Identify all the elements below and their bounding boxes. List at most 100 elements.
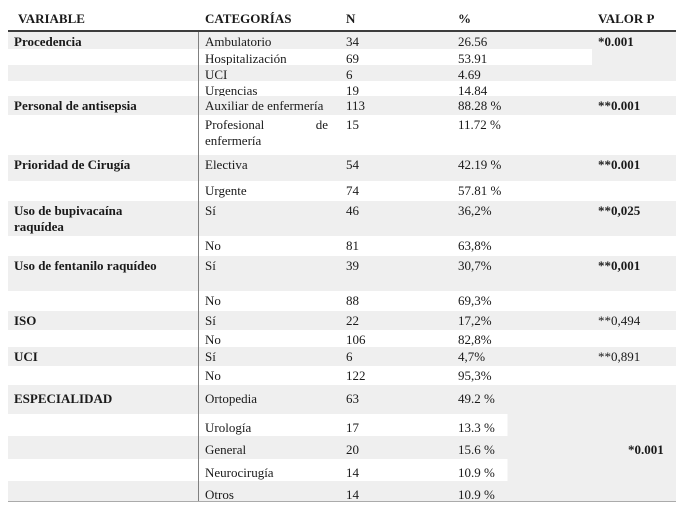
n-cell: 46: [346, 203, 359, 218]
n-cell: 122: [346, 368, 366, 383]
n-cell: 15: [346, 117, 359, 132]
table-body: Procedencia Ambulatorio 34 26.56 *0.001 …: [8, 32, 676, 501]
category-cell: Neurocirugía: [205, 465, 274, 480]
n-cell: 106: [346, 332, 366, 347]
category-cell: Ortopedia: [205, 391, 257, 406]
table-row: Prioridad de Cirugía Electiva 54 42.19 %…: [8, 155, 676, 181]
variable-cell: ESPECIALIDAD: [8, 385, 199, 414]
pvalue-cell: [592, 481, 676, 501]
variable-cell: [8, 49, 199, 65]
category-cell: Profesional de enfermería: [205, 117, 328, 148]
percent-cell: 10.9 %: [458, 487, 495, 501]
pvalue-cell: **0,025: [598, 203, 641, 218]
category-cell: UCI: [205, 67, 228, 81]
percent-cell: 30,7%: [458, 258, 492, 273]
pvalue-cell: [592, 330, 676, 347]
category-cell: Sí: [205, 313, 216, 328]
category-cell: Sí: [205, 203, 216, 218]
variable-cell: Personal de antisepsia: [8, 96, 199, 115]
percent-cell: 4.69: [458, 67, 481, 81]
n-cell: 74: [346, 183, 359, 198]
category-cell: Urgencias: [205, 83, 258, 96]
category-cell: Urología: [205, 420, 252, 435]
pvalue-cell: [592, 459, 676, 481]
category-cell: Electiva: [205, 157, 248, 172]
variable-cell: [8, 481, 199, 501]
pvalue-cell: [592, 65, 676, 81]
percent-cell: 10.9 %: [458, 465, 495, 480]
table-row: UCI Sí 6 4,7% **0,891: [8, 347, 676, 366]
table-row: Otros 14 10.9 %: [8, 481, 676, 501]
variable-cell: [8, 459, 199, 481]
pvalue-cell: **0,494: [598, 313, 641, 328]
variable-cell: [8, 115, 199, 155]
percent-cell: 69,3%: [458, 293, 492, 308]
pvalue-cell: *0.001: [598, 34, 634, 49]
table-row: Profesional de enfermería 15 11.72 %: [8, 115, 676, 155]
n-cell: 6: [346, 349, 353, 364]
variable-cell: [8, 181, 199, 201]
n-cell: 17: [346, 420, 359, 435]
table-row: Urgencias 19 14.84: [8, 81, 676, 96]
percent-cell: 57.81 %: [458, 183, 502, 198]
category-cell: No: [205, 332, 221, 347]
variable-cell: UCI: [8, 347, 199, 366]
category-cell: Sí: [205, 349, 216, 364]
percent-cell: 95,3%: [458, 368, 492, 383]
variable-cell: [8, 436, 199, 459]
statistics-table: VARIABLE CATEGORÍAS N % VALOR P Proceden…: [8, 4, 676, 502]
category-cell: Otros: [205, 487, 234, 501]
percent-cell: 14.84: [458, 83, 488, 96]
n-cell: 34: [346, 34, 359, 49]
n-cell: 19: [346, 83, 359, 96]
pvalue-cell: [592, 236, 676, 256]
table-row: Hospitalización 69 53.91: [8, 49, 676, 65]
pvalue-cell: **0,001: [598, 258, 641, 273]
table-row: Personal de antisepsia Auxiliar de enfer…: [8, 96, 676, 115]
n-cell: 113: [346, 98, 366, 113]
category-cell: Sí: [205, 258, 216, 273]
variable-cell: ISO: [8, 311, 199, 330]
category-cell: Hospitalización: [205, 51, 287, 65]
table-row: Urología 17 13.3 %: [8, 414, 676, 436]
n-cell: 22: [346, 313, 359, 328]
table-row: ESPECIALIDAD Ortopedia 63 49.2 %: [8, 385, 676, 414]
pvalue-cell: [592, 81, 676, 96]
header-percent: %: [458, 11, 471, 26]
table-row: No 122 95,3%: [8, 366, 676, 385]
category-cell: No: [205, 293, 221, 308]
n-cell: 14: [346, 465, 359, 480]
percent-cell: 26.56: [458, 34, 488, 49]
percent-cell: 63,8%: [458, 238, 492, 253]
variable-cell: [8, 81, 199, 96]
header-valor-p: VALOR P: [598, 11, 655, 26]
pvalue-cell: [592, 115, 676, 155]
category-cell: Urgente: [205, 183, 247, 198]
n-cell: 20: [346, 442, 359, 457]
variable-cell: [8, 65, 199, 81]
percent-cell: 88.28 %: [458, 98, 502, 113]
percent-cell: 17,2%: [458, 313, 492, 328]
variable-cell: [8, 291, 199, 311]
table-row: UCI 6 4.69: [8, 65, 676, 81]
variable-cell: [8, 414, 199, 436]
variable-cell: [8, 236, 199, 256]
variable-cell: Procedencia: [8, 32, 199, 49]
category-cell: Ambulatorio: [205, 34, 272, 49]
percent-cell: 53.91: [458, 51, 488, 65]
percent-cell: 36,2%: [458, 203, 492, 218]
percent-cell: 15.6 %: [458, 442, 495, 457]
table-row: Procedencia Ambulatorio 34 26.56 *0.001: [8, 32, 676, 49]
percent-cell: 11.72 %: [458, 117, 501, 132]
header-categorias: CATEGORÍAS: [205, 11, 292, 26]
table-row: Neurocirugía 14 10.9 %: [8, 459, 676, 481]
n-cell: 14: [346, 487, 359, 501]
table-row: Uso de bupivacaína raquídea Sí 46 36,2% …: [8, 201, 676, 236]
table-row: No 81 63,8%: [8, 236, 676, 256]
n-cell: 39: [346, 258, 359, 273]
percent-cell: 4,7%: [458, 349, 486, 364]
category-cell: No: [205, 238, 221, 253]
n-cell: 69: [346, 51, 359, 65]
n-cell: 54: [346, 157, 359, 172]
category-cell: General: [205, 442, 247, 457]
